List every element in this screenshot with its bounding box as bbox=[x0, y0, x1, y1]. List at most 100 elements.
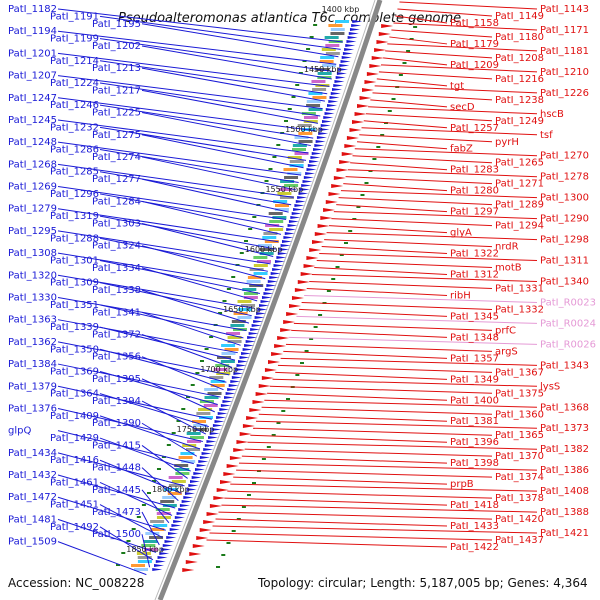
reverse-gene-arrow bbox=[352, 20, 363, 23]
right-connector-line bbox=[340, 190, 538, 199]
reverse-gene-arrow bbox=[263, 292, 274, 295]
left-connector-line bbox=[99, 415, 201, 450]
right-connector-line bbox=[306, 287, 448, 296]
left-connector-line bbox=[57, 252, 263, 287]
right-gene-label: PatI_1280 bbox=[450, 186, 499, 197]
reverse-gene-arrow bbox=[282, 240, 292, 243]
left-gene-label: PatI_1376 bbox=[8, 403, 57, 414]
feature-block bbox=[320, 56, 335, 59]
reverse-gene-arrow bbox=[274, 260, 285, 263]
forward-gene-arrow bbox=[203, 520, 216, 524]
feature-block bbox=[186, 432, 201, 435]
left-gene-label: PatI_1309 bbox=[50, 278, 99, 289]
reverse-gene-arrow bbox=[301, 184, 312, 187]
feature-block bbox=[330, 28, 345, 31]
feature-block bbox=[198, 408, 213, 411]
reverse-gene-arrow bbox=[302, 180, 313, 183]
feature-block bbox=[143, 540, 158, 543]
left-connector-line bbox=[57, 141, 302, 176]
reverse-gene-arrow bbox=[186, 488, 197, 491]
reverse-gene-arrow bbox=[206, 440, 217, 443]
right-gene-label: secD bbox=[450, 102, 475, 113]
right-gene-label: PatI_1294 bbox=[495, 221, 544, 232]
right-connector-line bbox=[241, 455, 448, 464]
reverse-gene-arrow bbox=[219, 408, 230, 411]
left-gene-label: PatI_1369 bbox=[50, 366, 99, 377]
reverse-gene-arrow bbox=[257, 308, 268, 311]
forward-gene-arrow bbox=[320, 216, 333, 220]
right-connector-line bbox=[338, 197, 493, 206]
reverse-gene-arrow bbox=[169, 528, 180, 531]
reverse-gene-arrow bbox=[267, 280, 278, 283]
feature-block bbox=[269, 228, 284, 231]
reverse-gene-arrow bbox=[214, 420, 225, 423]
feature-block bbox=[319, 60, 334, 63]
left-connector-line bbox=[141, 112, 311, 147]
forward-gene-arrow bbox=[229, 456, 242, 460]
gc-mark bbox=[298, 72, 303, 74]
kbp-mark-label: 1600 kbp bbox=[245, 245, 283, 254]
gc-mark bbox=[221, 554, 226, 556]
left-gene-label: PatI_1182 bbox=[8, 4, 57, 15]
right-connector-line bbox=[319, 253, 538, 262]
left-gene-label: PatI_1372 bbox=[92, 329, 141, 340]
reverse-gene-arrow bbox=[335, 76, 346, 79]
forward-gene-arrow bbox=[252, 400, 265, 404]
left-gene-label: PatI_1319 bbox=[50, 211, 99, 222]
right-gene-label: PatI_1209 bbox=[450, 60, 499, 71]
feature-block bbox=[306, 104, 321, 107]
right-gene-label: PatI_1143 bbox=[540, 4, 589, 15]
feature-block bbox=[227, 340, 242, 343]
right-gene-label: PatI_1378 bbox=[495, 493, 544, 504]
right-gene-label: PatI_1370 bbox=[495, 451, 544, 462]
right-connector-line bbox=[221, 504, 538, 513]
reverse-gene-arrow bbox=[176, 512, 187, 515]
forward-gene-arrow bbox=[233, 448, 246, 452]
right-connector-line bbox=[296, 315, 538, 324]
right-gene-label: PatI_1270 bbox=[540, 151, 589, 162]
gc-mark bbox=[398, 74, 403, 76]
reverse-gene-arrow bbox=[295, 200, 306, 203]
right-gene-label: ribH bbox=[450, 290, 471, 301]
feature-block bbox=[186, 440, 201, 443]
right-connector-line bbox=[277, 364, 493, 373]
feature-block bbox=[221, 344, 236, 347]
reverse-gene-arrow bbox=[253, 320, 264, 323]
left-gene-label: PatI_1279 bbox=[8, 204, 57, 215]
forward-gene-arrow bbox=[216, 488, 229, 492]
reverse-gene-arrow bbox=[174, 516, 185, 519]
gc-mark bbox=[226, 542, 231, 544]
left-gene-label: PatI_1199 bbox=[50, 34, 99, 45]
forward-gene-arrow bbox=[255, 392, 268, 396]
left-connector-line bbox=[141, 89, 319, 124]
feature-block bbox=[289, 164, 304, 167]
left-connector-line bbox=[99, 481, 173, 516]
reverse-gene-arrow bbox=[269, 276, 280, 279]
feature-block bbox=[292, 148, 307, 151]
gc-mark bbox=[304, 350, 309, 352]
left-gene-label: PatI_1274 bbox=[92, 152, 141, 163]
left-connector-line bbox=[141, 422, 198, 457]
feature-block bbox=[322, 64, 337, 67]
gc-mark bbox=[222, 300, 227, 302]
reverse-gene-arrow bbox=[336, 72, 347, 75]
right-connector-line bbox=[331, 218, 493, 227]
right-gene-label: tgt bbox=[450, 81, 464, 92]
reverse-gene-arrow bbox=[173, 520, 184, 523]
right-gene-label: PatI_1210 bbox=[540, 67, 589, 78]
left-gene-label: PatI_1390 bbox=[92, 418, 141, 429]
reverse-gene-arrow bbox=[183, 496, 194, 499]
left-connector-line bbox=[141, 267, 258, 302]
reverse-gene-arrow bbox=[319, 128, 330, 131]
reverse-gene-arrow bbox=[212, 424, 223, 427]
right-connector-line bbox=[361, 127, 538, 136]
feature-block bbox=[241, 304, 256, 307]
gc-mark bbox=[236, 518, 241, 520]
gc-mark bbox=[413, 26, 418, 28]
right-connector-line bbox=[326, 232, 538, 241]
feature-block bbox=[258, 244, 273, 247]
feature-block bbox=[324, 36, 339, 39]
reverse-gene-arrow bbox=[303, 176, 314, 179]
reverse-gene-arrow bbox=[228, 384, 239, 387]
kbp-mark-label: 1800 kbp bbox=[152, 485, 190, 494]
